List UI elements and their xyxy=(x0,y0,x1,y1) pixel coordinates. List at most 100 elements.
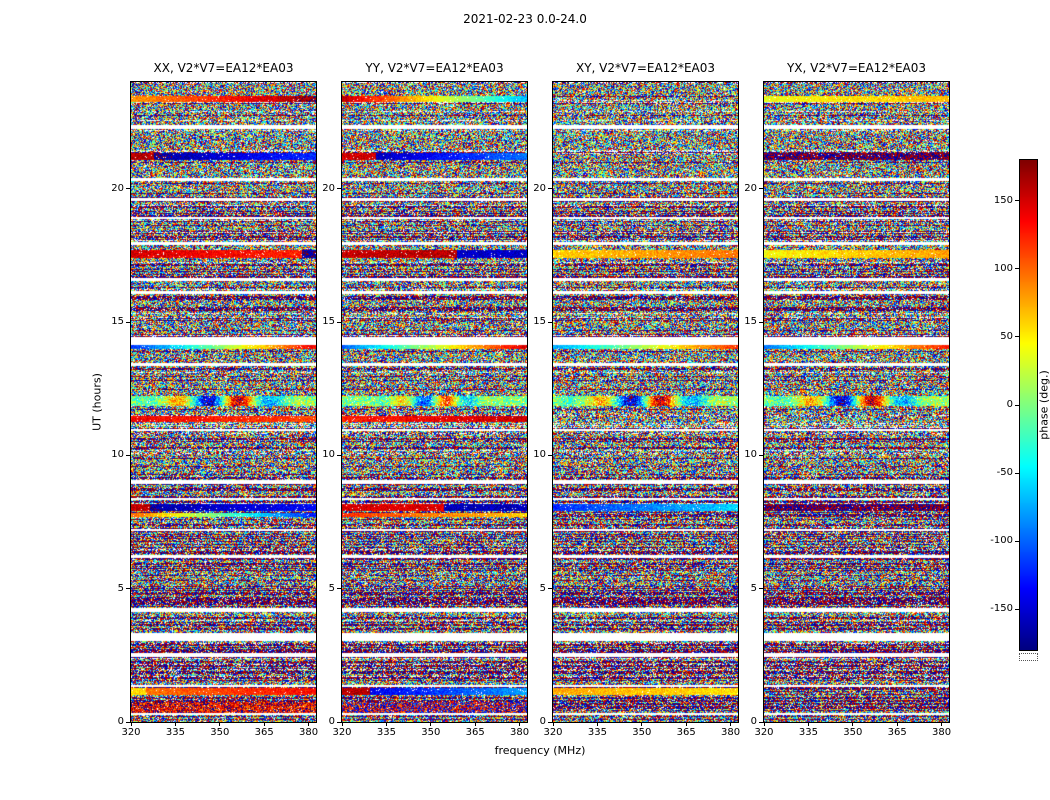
colorbar-extend-box xyxy=(1019,653,1038,661)
y-tick-mark xyxy=(126,588,130,590)
y-tick-label: 5 xyxy=(539,582,546,594)
panel-XY: XY, V2*V7=EA12*EA03 xyxy=(552,61,739,723)
colorbar-tick-label: -100 xyxy=(990,535,1013,547)
y-tick-label: 0 xyxy=(117,716,124,727)
y-tick-mark xyxy=(126,321,130,323)
x-tick-label: 380 xyxy=(932,727,952,738)
y-tick-mark xyxy=(759,321,763,323)
x-tick-label: 320 xyxy=(754,727,774,738)
x-tick-label: 380 xyxy=(299,727,319,738)
heatmap-XX xyxy=(131,82,316,722)
x-tick-mark xyxy=(641,722,643,726)
colorbar-tick-label: -50 xyxy=(996,467,1013,479)
colorbar xyxy=(1019,159,1038,651)
panel-title-XX: XX, V2*V7=EA12*EA03 xyxy=(153,61,294,75)
x-tick-mark xyxy=(852,722,854,726)
x-tick-label: 350 xyxy=(421,727,441,738)
y-tick-label: 10 xyxy=(744,449,757,461)
x-tick-mark xyxy=(685,722,687,726)
y-tick-mark xyxy=(548,454,552,456)
x-tick-mark xyxy=(596,722,598,726)
heatmap-YY xyxy=(342,82,527,722)
colorbar-tick-label: 100 xyxy=(993,262,1013,274)
y-tick-mark xyxy=(337,188,341,190)
y-tick-label: 0 xyxy=(328,716,335,727)
colorbar-tick-mark xyxy=(1015,540,1019,542)
x-tick-mark xyxy=(385,722,387,726)
y-tick-mark xyxy=(126,454,130,456)
x-tick-label: 350 xyxy=(632,727,652,738)
x-tick-label: 335 xyxy=(587,727,607,738)
y-tick-label: 15 xyxy=(111,316,124,327)
x-tick-mark xyxy=(174,722,176,726)
y-tick-mark xyxy=(759,454,763,456)
colorbar-tick-label: 150 xyxy=(993,194,1013,206)
y-tick-label: 5 xyxy=(328,582,335,594)
x-tick-label: 365 xyxy=(676,727,696,738)
y-tick-mark xyxy=(548,588,552,590)
colorbar-gradient xyxy=(1020,160,1037,650)
y-tick-label: 15 xyxy=(744,316,757,327)
colorbar-tick-mark xyxy=(1015,336,1019,338)
y-tick-label: 10 xyxy=(533,449,546,461)
x-tick-label: 365 xyxy=(887,727,907,738)
x-tick-mark xyxy=(430,722,432,726)
panel-YX: YX, V2*V7=EA12*EA03 xyxy=(763,61,950,723)
x-tick-label: 335 xyxy=(376,727,396,738)
colorbar-tick-mark xyxy=(1015,404,1019,406)
y-tick-mark xyxy=(548,188,552,190)
colorbar-tick-label: -150 xyxy=(990,603,1013,615)
y-tick-mark xyxy=(337,454,341,456)
y-tick-mark xyxy=(759,588,763,590)
y-tick-mark xyxy=(337,721,341,723)
y-axis-label: UT (hours) xyxy=(90,373,104,431)
colorbar-tick-label: 0 xyxy=(1006,399,1013,410)
y-tick-mark xyxy=(548,721,552,723)
heatmap-XY xyxy=(553,82,738,722)
y-tick-mark xyxy=(759,188,763,190)
x-tick-label: 365 xyxy=(465,727,485,738)
y-tick-mark xyxy=(548,321,552,323)
y-tick-label: 5 xyxy=(117,582,124,594)
y-tick-label: 15 xyxy=(533,316,546,327)
colorbar-tick-mark xyxy=(1015,200,1019,202)
y-tick-mark xyxy=(126,721,130,723)
x-axis-label: frequency (MHz) xyxy=(494,744,586,757)
x-tick-mark xyxy=(341,722,343,726)
y-tick-mark xyxy=(337,588,341,590)
x-tick-label: 320 xyxy=(332,727,352,738)
x-tick-label: 350 xyxy=(843,727,863,738)
colorbar-tick-mark xyxy=(1015,268,1019,270)
heatmap-YX xyxy=(764,82,949,722)
x-tick-mark xyxy=(807,722,809,726)
panel-YY: YY, V2*V7=EA12*EA03 xyxy=(341,61,528,723)
panel-title-XY: XY, V2*V7=EA12*EA03 xyxy=(575,61,716,75)
y-tick-label: 20 xyxy=(533,182,546,194)
colorbar-tick-label: 50 xyxy=(1000,330,1013,342)
x-tick-label: 365 xyxy=(254,727,274,738)
y-tick-mark xyxy=(126,188,130,190)
x-tick-mark xyxy=(730,722,732,726)
x-tick-mark xyxy=(130,722,132,726)
panel-title-YY: YY, V2*V7=EA12*EA03 xyxy=(365,61,504,75)
y-tick-mark xyxy=(759,721,763,723)
x-tick-mark xyxy=(219,722,221,726)
x-tick-label: 380 xyxy=(510,727,530,738)
panel-XX: XX, V2*V7=EA12*EA03 xyxy=(130,61,317,723)
x-tick-mark xyxy=(552,722,554,726)
y-tick-label: 0 xyxy=(750,716,757,727)
x-tick-mark xyxy=(896,722,898,726)
y-tick-label: 0 xyxy=(539,716,546,727)
x-tick-mark xyxy=(474,722,476,726)
x-tick-mark xyxy=(308,722,310,726)
x-tick-mark xyxy=(941,722,943,726)
panel-title-YX: YX, V2*V7=EA12*EA03 xyxy=(786,61,927,75)
x-tick-label: 335 xyxy=(798,727,818,738)
y-tick-label: 20 xyxy=(744,182,757,194)
y-tick-label: 20 xyxy=(111,182,124,194)
x-tick-mark xyxy=(763,722,765,726)
y-tick-label: 10 xyxy=(322,449,335,461)
x-tick-label: 320 xyxy=(121,727,141,738)
x-tick-label: 320 xyxy=(543,727,563,738)
